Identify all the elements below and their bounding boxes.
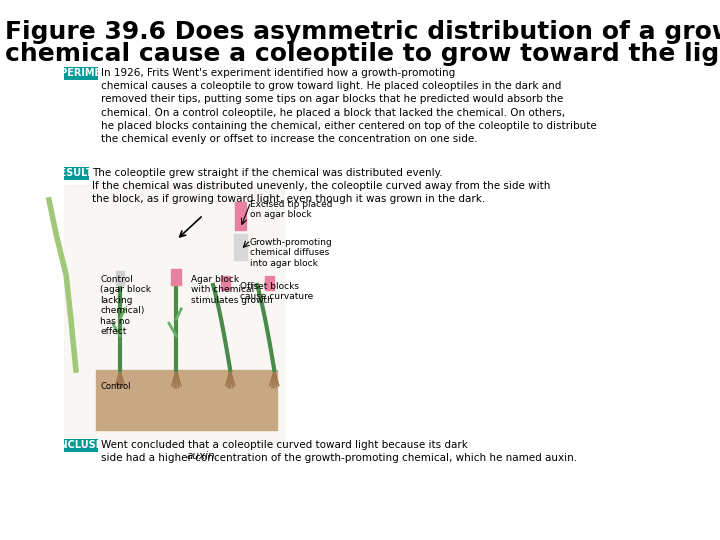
Bar	[116, 271, 124, 285]
Bar	[221, 276, 230, 290]
Text: CONCLUSION: CONCLUSION	[45, 441, 117, 450]
Text: RESULTS: RESULTS	[53, 168, 100, 179]
Bar	[63, 185, 284, 445]
Text: Went concluded that a coleoptile curved toward light because its dark
side had a: Went concluded that a coleoptile curved …	[101, 440, 577, 463]
Text: EXPERIMENT: EXPERIMENT	[46, 69, 116, 78]
Bar	[96, 370, 276, 430]
Text: Agar block
with chemical
stimulates growth: Agar block with chemical stimulates grow…	[191, 275, 273, 305]
Text: Excised tip placed
on agar block: Excised tip placed on agar block	[250, 200, 332, 219]
Text: The coleoptile grew straight if the chemical was distributed evenly.
If the chem: The coleoptile grew straight if the chem…	[91, 168, 550, 205]
Bar	[171, 269, 181, 285]
Text: Offset blocks
cause curvature: Offset blocks cause curvature	[240, 282, 313, 301]
Text: chemical cause a coleoptile to grow toward the light?: chemical cause a coleoptile to grow towa…	[5, 42, 720, 66]
Text: In 1926, Frits Went's experiment identified how a growth-promoting
chemical caus: In 1926, Frits Went's experiment identif…	[101, 68, 597, 144]
Text: Growth-promoting
chemical diffuses
into agar block: Growth-promoting chemical diffuses into …	[250, 238, 333, 268]
FancyBboxPatch shape	[63, 167, 89, 180]
Text: auxin.: auxin.	[186, 451, 218, 461]
Bar	[234, 234, 247, 260]
FancyBboxPatch shape	[63, 67, 98, 80]
Text: Control: Control	[101, 382, 131, 391]
Text: Figure 39.6 Does asymmetric distribution of a growth-promoting: Figure 39.6 Does asymmetric distribution…	[5, 20, 720, 44]
Bar	[266, 276, 274, 290]
Text: Control
(agar block
lacking
chemical)
has no
effect: Control (agar block lacking chemical) ha…	[100, 275, 151, 336]
FancyBboxPatch shape	[63, 439, 98, 452]
Bar	[235, 202, 246, 230]
